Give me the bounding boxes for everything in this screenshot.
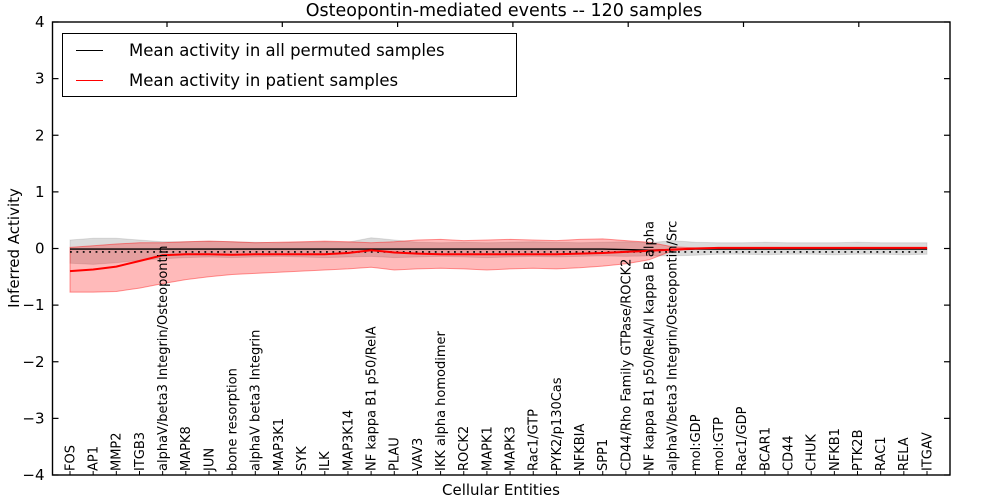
legend-label-permuted: Mean activity in all permuted samples [129, 40, 445, 60]
x-tick-label: NF kappa B1 p50/RelA [365, 326, 380, 471]
x-tick-label: RAC1 [874, 436, 889, 471]
x-tick-label: FOS [63, 445, 78, 471]
y-tick-label: 2 [35, 126, 45, 144]
x-tick-label: mol:GDP [689, 414, 704, 471]
x-tick-label: BCAR1 [758, 427, 773, 471]
chart-title: Osteopontin-mediated events -- 120 sampl… [305, 1, 703, 21]
x-tick-label: SPP1 [596, 439, 611, 471]
x-tick-label: CHUK [805, 434, 820, 471]
x-tick-label: RELA [897, 437, 912, 471]
x-tick-label: PYK2/p130Cas [550, 377, 565, 471]
mean-activity-in-patient-samples-line [69, 246, 927, 273]
legend-label-patient: Mean activity in patient samples [129, 70, 399, 90]
x-tick-label: JUN [202, 448, 217, 472]
x-tick-label: AP1 [87, 446, 102, 471]
x-tick-label: MAPK1 [480, 426, 495, 471]
x-tick-label: CD44 [781, 435, 796, 471]
y-tick-label: 0 [35, 240, 45, 258]
y-tick-label: 4 [35, 13, 45, 31]
x-tick-label: MAP3K1 [272, 418, 287, 471]
x-tick-label: alphaV/beta3 Integrin/Osteopontin [156, 246, 171, 471]
legend-item-permuted: Mean activity in all permuted samples [63, 36, 516, 64]
x-tick-label: MAPK8 [179, 426, 194, 471]
x-tick-label: alphaV beta3 Integrin [249, 330, 264, 471]
x-tick-label: IKK alpha homodimer [434, 330, 449, 471]
x-tick-label: VAV3 [411, 438, 426, 471]
x-axis-title: Cellular Entities [442, 481, 560, 499]
y-tick-label: −1 [22, 296, 44, 314]
y-tick-label: 1 [35, 183, 45, 201]
x-tick-label: MAP3K14 [341, 410, 356, 471]
x-tick-label: PTK2B [851, 430, 866, 472]
mean-activity-in-all-permuted-samples-line [70, 248, 927, 251]
x-tick-label: NF kappa B1 p50/RelA/I kappa B alpha [643, 221, 658, 471]
x-tick-label: bone resorption [226, 368, 241, 471]
x-tick-label: MAPK3 [504, 426, 519, 471]
x-tick-label: Rac1/GDP [735, 406, 750, 471]
x-tick-label: alphaV/beta3 Integrin/Osteopontin/Src [666, 221, 681, 471]
y-axis-title: Inferred Activity [5, 188, 23, 308]
x-tick-label: NFKBIA [573, 424, 588, 471]
x-tick-label: ROCK2 [457, 426, 472, 471]
x-tick-label: ITGAV [920, 432, 935, 471]
x-tick-label: CD44/Rho Family GTPase/ROCK2 [619, 259, 634, 471]
x-tick-label: PLAU [388, 437, 403, 471]
x-tick-label: mol:GTP [712, 417, 727, 471]
x-tick-label: SYK [295, 446, 310, 471]
permuted-samples-band-band [69, 237, 928, 265]
y-tick-label: −3 [22, 409, 44, 427]
legend-line-permuted-icon [76, 49, 103, 51]
x-tick-label: NFKB1 [828, 428, 843, 471]
legend-item-patient: Mean activity in patient samples [63, 66, 516, 94]
legend: Mean activity in all permuted samples Me… [62, 33, 517, 97]
y-tick-label: 3 [35, 70, 45, 88]
y-tick-label: −2 [22, 353, 44, 371]
y-tick-label: −4 [22, 466, 44, 484]
x-tick-label: Rac1/GTP [527, 409, 542, 471]
x-tick-label: ITGB3 [133, 432, 148, 471]
x-tick-label: MMP2 [110, 432, 125, 471]
x-tick-label: ILK [318, 451, 333, 471]
legend-line-patient-icon [76, 79, 103, 81]
